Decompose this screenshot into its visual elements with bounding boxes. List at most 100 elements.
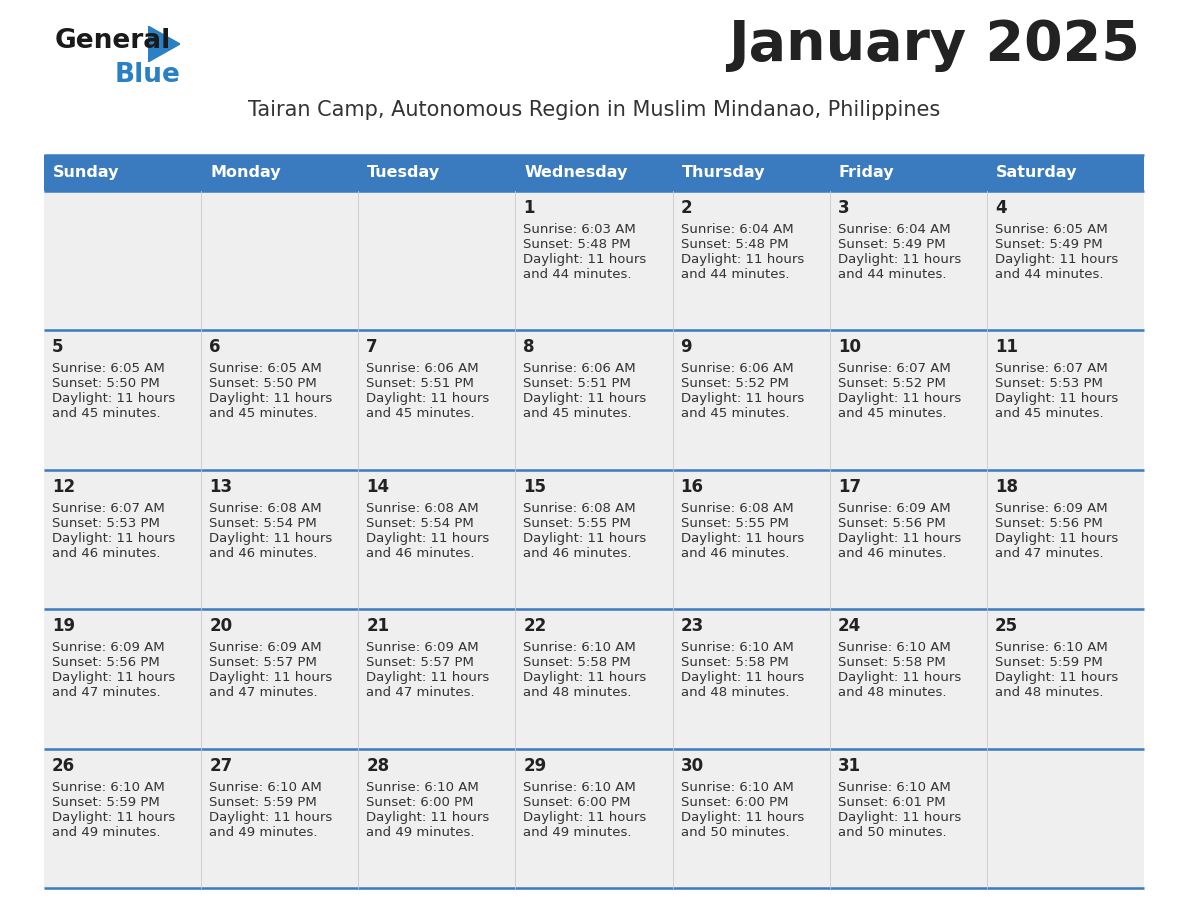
Text: 4: 4 — [994, 199, 1006, 217]
Text: Sunset: 5:54 PM: Sunset: 5:54 PM — [366, 517, 474, 530]
Text: 7: 7 — [366, 339, 378, 356]
Text: Sunrise: 6:06 AM: Sunrise: 6:06 AM — [366, 363, 479, 375]
Text: and 45 minutes.: and 45 minutes. — [838, 408, 947, 420]
Bar — [516, 330, 672, 470]
Text: and 50 minutes.: and 50 minutes. — [838, 825, 947, 839]
Bar — [44, 748, 201, 888]
Bar — [829, 155, 987, 191]
Text: Sunrise: 6:09 AM: Sunrise: 6:09 AM — [994, 502, 1107, 515]
Bar — [359, 610, 516, 748]
Text: Sunset: 5:48 PM: Sunset: 5:48 PM — [524, 238, 631, 251]
Text: Sunset: 5:55 PM: Sunset: 5:55 PM — [681, 517, 789, 530]
Text: Sunset: 5:49 PM: Sunset: 5:49 PM — [994, 238, 1102, 251]
Text: Sunrise: 6:10 AM: Sunrise: 6:10 AM — [52, 780, 165, 793]
Bar — [359, 330, 516, 470]
Text: Daylight: 11 hours: Daylight: 11 hours — [681, 532, 804, 544]
Text: and 47 minutes.: and 47 minutes. — [209, 686, 317, 700]
Bar — [201, 191, 359, 330]
Text: Sunset: 5:56 PM: Sunset: 5:56 PM — [838, 517, 946, 530]
Text: 22: 22 — [524, 617, 546, 635]
Text: Daylight: 11 hours: Daylight: 11 hours — [838, 532, 961, 544]
Text: Sunrise: 6:10 AM: Sunrise: 6:10 AM — [366, 780, 479, 793]
Bar — [359, 155, 516, 191]
Bar — [987, 330, 1144, 470]
Text: Sunrise: 6:07 AM: Sunrise: 6:07 AM — [994, 363, 1107, 375]
Bar — [359, 748, 516, 888]
Text: Sunset: 5:52 PM: Sunset: 5:52 PM — [838, 377, 946, 390]
Text: Daylight: 11 hours: Daylight: 11 hours — [52, 671, 176, 684]
Bar — [44, 330, 201, 470]
Bar — [44, 470, 201, 610]
Text: 21: 21 — [366, 617, 390, 635]
Text: and 45 minutes.: and 45 minutes. — [681, 408, 789, 420]
Text: Friday: Friday — [839, 165, 895, 181]
Bar — [672, 155, 829, 191]
Text: Sunset: 5:57 PM: Sunset: 5:57 PM — [209, 656, 317, 669]
Bar — [829, 191, 987, 330]
Text: Sunrise: 6:07 AM: Sunrise: 6:07 AM — [838, 363, 950, 375]
Text: Daylight: 11 hours: Daylight: 11 hours — [681, 811, 804, 823]
Text: 26: 26 — [52, 756, 75, 775]
Text: and 44 minutes.: and 44 minutes. — [681, 268, 789, 281]
Text: 12: 12 — [52, 477, 75, 496]
Text: and 44 minutes.: and 44 minutes. — [838, 268, 946, 281]
Text: and 48 minutes.: and 48 minutes. — [838, 686, 946, 700]
Text: Sunset: 5:51 PM: Sunset: 5:51 PM — [366, 377, 474, 390]
Text: Sunrise: 6:08 AM: Sunrise: 6:08 AM — [209, 502, 322, 515]
Text: and 49 minutes.: and 49 minutes. — [209, 825, 317, 839]
Text: Sunday: Sunday — [53, 165, 120, 181]
Text: 13: 13 — [209, 477, 233, 496]
Text: Sunset: 6:00 PM: Sunset: 6:00 PM — [524, 796, 631, 809]
Text: Sunrise: 6:09 AM: Sunrise: 6:09 AM — [52, 641, 165, 655]
Text: and 45 minutes.: and 45 minutes. — [52, 408, 160, 420]
Text: 29: 29 — [524, 756, 546, 775]
Bar — [987, 470, 1144, 610]
Bar — [201, 470, 359, 610]
Text: Sunset: 5:57 PM: Sunset: 5:57 PM — [366, 656, 474, 669]
Text: Sunset: 5:55 PM: Sunset: 5:55 PM — [524, 517, 631, 530]
Text: 3: 3 — [838, 199, 849, 217]
Text: Saturday: Saturday — [996, 165, 1078, 181]
Text: Sunrise: 6:10 AM: Sunrise: 6:10 AM — [524, 780, 637, 793]
Text: and 46 minutes.: and 46 minutes. — [681, 547, 789, 560]
Text: 9: 9 — [681, 339, 693, 356]
Text: Daylight: 11 hours: Daylight: 11 hours — [994, 532, 1118, 544]
Text: Sunrise: 6:10 AM: Sunrise: 6:10 AM — [994, 641, 1107, 655]
Text: and 45 minutes.: and 45 minutes. — [209, 408, 317, 420]
Text: Sunset: 5:58 PM: Sunset: 5:58 PM — [524, 656, 631, 669]
Text: Daylight: 11 hours: Daylight: 11 hours — [994, 671, 1118, 684]
Text: Blue: Blue — [115, 62, 181, 88]
Text: Sunset: 6:01 PM: Sunset: 6:01 PM — [838, 796, 946, 809]
Text: Sunrise: 6:04 AM: Sunrise: 6:04 AM — [681, 223, 794, 236]
Text: 6: 6 — [209, 339, 221, 356]
Text: Sunrise: 6:06 AM: Sunrise: 6:06 AM — [681, 363, 794, 375]
Bar — [672, 330, 829, 470]
Text: Sunset: 5:52 PM: Sunset: 5:52 PM — [681, 377, 789, 390]
Bar — [359, 191, 516, 330]
Text: 18: 18 — [994, 477, 1018, 496]
Text: Sunrise: 6:05 AM: Sunrise: 6:05 AM — [52, 363, 165, 375]
Text: Sunset: 5:49 PM: Sunset: 5:49 PM — [838, 238, 946, 251]
Text: Sunset: 5:59 PM: Sunset: 5:59 PM — [994, 656, 1102, 669]
Text: Sunset: 5:50 PM: Sunset: 5:50 PM — [52, 377, 159, 390]
Text: Sunrise: 6:07 AM: Sunrise: 6:07 AM — [52, 502, 165, 515]
Text: Sunset: 5:59 PM: Sunset: 5:59 PM — [209, 796, 317, 809]
Bar — [829, 470, 987, 610]
Text: Sunset: 5:56 PM: Sunset: 5:56 PM — [994, 517, 1102, 530]
Bar — [201, 748, 359, 888]
Text: and 48 minutes.: and 48 minutes. — [524, 686, 632, 700]
Text: 10: 10 — [838, 339, 861, 356]
Text: January 2025: January 2025 — [728, 18, 1140, 72]
Bar — [201, 155, 359, 191]
Text: Tairan Camp, Autonomous Region in Muslim Mindanao, Philippines: Tairan Camp, Autonomous Region in Muslim… — [248, 100, 940, 120]
Bar — [829, 748, 987, 888]
Text: 24: 24 — [838, 617, 861, 635]
Text: Daylight: 11 hours: Daylight: 11 hours — [209, 811, 333, 823]
Text: 11: 11 — [994, 339, 1018, 356]
Text: Daylight: 11 hours: Daylight: 11 hours — [838, 671, 961, 684]
Text: Sunset: 5:58 PM: Sunset: 5:58 PM — [681, 656, 789, 669]
Text: 5: 5 — [52, 339, 63, 356]
Text: Sunset: 5:48 PM: Sunset: 5:48 PM — [681, 238, 788, 251]
Text: and 50 minutes.: and 50 minutes. — [681, 825, 789, 839]
Text: 23: 23 — [681, 617, 703, 635]
